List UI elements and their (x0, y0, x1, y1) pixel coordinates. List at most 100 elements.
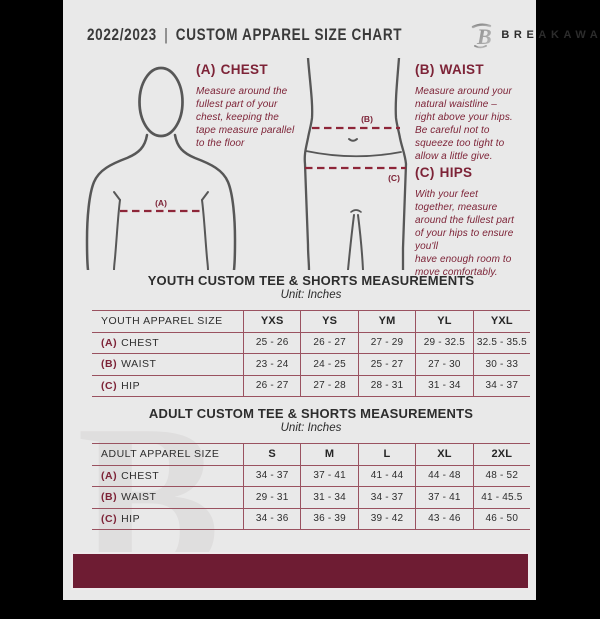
value-cell: 27 - 29 (357, 332, 415, 353)
row-label: WAIST (121, 358, 157, 371)
row-label-cell: (B) WAIST (92, 491, 243, 503)
value-cell: 43 - 46 (415, 508, 472, 529)
row-label: CHEST (121, 336, 160, 349)
table-header-row: YOUTH APPAREL SIZE YXS YS YM YL YXL (92, 311, 530, 333)
adult-table-section: ADULT CUSTOM TEE & SHORTS MEASUREMENTS U… (92, 406, 530, 530)
value-cell: 30 - 33 (472, 354, 530, 375)
screenshot-canvas: { "header": { "season": "2022/2023", "di… (63, 0, 600, 607)
table-row: (B) WAIST 29 - 31 31 - 34 34 - 37 37 - 41… (92, 487, 530, 509)
size-col-header: XL (415, 444, 472, 465)
chest-heading: (A) CHEST (196, 62, 314, 77)
lower-body-diagram: (B) (C) (303, 58, 408, 270)
size-col-header: L (357, 444, 415, 465)
hips-line-label: (C) (388, 173, 400, 183)
youth-table-section: YOUTH CUSTOM TEE & SHORTS MEASUREMENTS U… (92, 273, 530, 397)
table-row: (C) HIP 34 - 36 36 - 39 39 - 42 43 - 46 4… (92, 508, 530, 530)
row-key: (C) (101, 379, 118, 392)
brand-block: B BREAKAWAY (471, 22, 600, 49)
size-col-header: YS (300, 311, 357, 332)
value-cell: 37 - 41 (415, 487, 472, 508)
row-label-cell: (C) HIP (92, 380, 243, 392)
waist-heading: (B) WAIST (415, 62, 535, 77)
row-label: CHEST (121, 469, 160, 482)
value-cell: 26 - 27 (300, 332, 357, 353)
row-key: (A) (101, 336, 118, 349)
table-row: (A) CHEST 25 - 26 26 - 27 27 - 29 29 - 32… (92, 332, 530, 354)
waist-line-label: (B) (361, 114, 373, 124)
waist-name: WAIST (439, 62, 484, 77)
value-cell: 26 - 27 (243, 375, 300, 396)
youth-table-title: YOUTH CUSTOM TEE & SHORTS MEASUREMENTS (147, 273, 475, 288)
waist-instruction: (B) WAIST Measure around your natural wai… (415, 62, 535, 163)
svg-text:B: B (476, 24, 492, 49)
size-col-header: M (300, 444, 357, 465)
hips-key: (C) (415, 165, 435, 180)
hips-heading: (C) HIPS (415, 165, 537, 180)
size-label-cell: YOUTH APPAREL SIZE (101, 315, 223, 328)
value-cell: 39 - 42 (357, 508, 415, 529)
youth-table-unit: Unit: Inches (280, 289, 342, 301)
row-label: HIP (121, 512, 141, 525)
size-label-cell: ADULT APPAREL SIZE (101, 448, 220, 461)
value-cell: 41 - 44 (357, 465, 415, 486)
value-cell: 41 - 45.5 (472, 487, 530, 508)
value-cell: 36 - 39 (300, 508, 357, 529)
value-cell: 27 - 28 (300, 375, 357, 396)
hips-text: With your feet together, measure around … (415, 189, 515, 278)
page-header: 2022/2023 | CUSTOM APPAREL SIZE CHART B BR… (63, 0, 600, 50)
value-cell: 29 - 32.5 (415, 332, 472, 353)
adult-size-table: ADULT APPAREL SIZE S M L XL 2XL (A) CHEST… (92, 443, 530, 530)
row-label-cell: (C) HIP (92, 513, 243, 525)
value-cell: 46 - 50 (472, 508, 530, 529)
table-header-row: ADULT APPAREL SIZE S M L XL 2XL (92, 444, 530, 466)
brand-name: BREAKAWAY (501, 29, 600, 41)
waist-text: Measure around your natural waistline – … (415, 86, 513, 162)
row-key: (B) (101, 358, 118, 371)
row-label: WAIST (121, 491, 157, 504)
value-cell: 31 - 34 (415, 375, 472, 396)
size-col-header: YXL (472, 311, 530, 332)
row-label-cell: (B) WAIST (92, 358, 243, 370)
chest-instruction: (A) CHEST Measure around the fullest part… (196, 62, 314, 150)
value-cell: 28 - 31 (357, 375, 415, 396)
size-col-header: S (243, 444, 300, 465)
row-label: HIP (121, 379, 141, 392)
breakaway-logo-icon: B (472, 23, 492, 49)
chest-text: Measure around the fullest part of your … (196, 86, 295, 149)
size-col-header: YL (415, 311, 472, 332)
chest-key: (A) (196, 62, 216, 77)
row-key: (B) (101, 491, 118, 504)
page-title: 2022/2023 | CUSTOM APPAREL SIZE CHART (87, 26, 402, 45)
row-key: (C) (101, 512, 118, 525)
title-divider: | (164, 25, 169, 44)
value-cell: 34 - 37 (357, 487, 415, 508)
measurement-diagrams: (A) (B) (C) (A) CHEST Measure around the … (63, 0, 536, 278)
hips-name: HIPS (439, 165, 473, 180)
value-cell: 29 - 31 (243, 487, 300, 508)
table-row: (C) HIP 26 - 27 27 - 28 28 - 31 31 - 34 3… (92, 375, 530, 397)
size-col-header: YM (357, 311, 415, 332)
value-cell: 25 - 26 (243, 332, 300, 353)
value-cell: 37 - 41 (300, 465, 357, 486)
hips-instruction: (C) HIPS With your feet together, measure… (415, 165, 537, 279)
value-cell: 34 - 37 (243, 465, 300, 486)
size-chart-page: B 2022/2023 | CUSTOM APPAREL SIZE CHART B … (63, 0, 600, 607)
size-col-header: 2XL (472, 444, 530, 465)
chest-line-label: (A) (155, 198, 167, 208)
table-row: (A) CHEST 34 - 37 37 - 41 41 - 44 44 - 48… (92, 465, 530, 487)
value-cell: 32.5 - 35.5 (472, 332, 530, 353)
row-label-cell: (A) CHEST (92, 337, 243, 349)
value-cell: 27 - 30 (415, 354, 472, 375)
waist-key: (B) (415, 62, 435, 77)
value-cell: 34 - 36 (243, 508, 300, 529)
value-cell: 24 - 25 (300, 354, 357, 375)
adult-table-title: ADULT CUSTOM TEE & SHORTS MEASUREMENTS (148, 406, 474, 421)
footer-bar (71, 552, 530, 590)
chest-name: CHEST (220, 62, 268, 77)
value-cell: 48 - 52 (472, 465, 530, 486)
upper-body-diagram: (A) (85, 66, 237, 270)
value-cell: 23 - 24 (243, 354, 300, 375)
value-cell: 31 - 34 (300, 487, 357, 508)
youth-size-table: YOUTH APPAREL SIZE YXS YS YM YL YXL (A) C… (92, 310, 530, 397)
value-cell: 34 - 37 (472, 375, 530, 396)
